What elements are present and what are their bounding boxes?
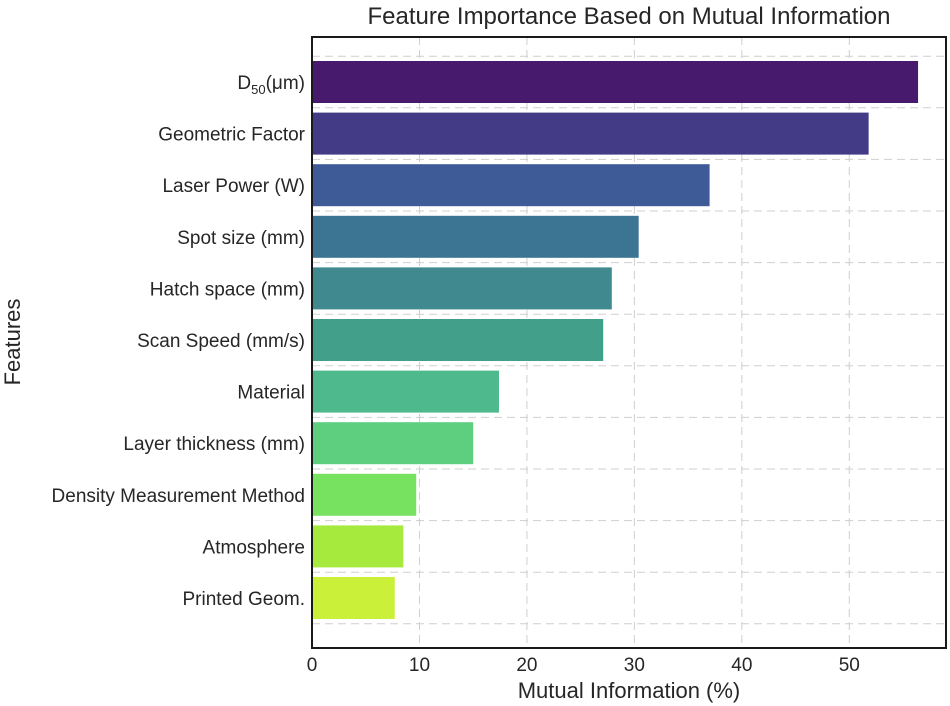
bar — [312, 61, 919, 103]
category-label: Atmosphere — [203, 537, 305, 558]
x-axis-title: Mutual Information (%) — [518, 678, 741, 703]
category-label: Printed Geom. — [183, 589, 306, 610]
bar — [312, 319, 604, 361]
y-category-labels: D50(μm) Geometric Factor Laser Power (W) Sp… — [52, 73, 306, 610]
category-label: D50(μm) — [237, 73, 305, 97]
chart-title: Feature Importance Based on Mutual Infor… — [368, 3, 891, 30]
x-tick-label: 20 — [516, 655, 537, 676]
bar — [312, 577, 395, 619]
plot-frame — [311, 36, 947, 649]
bars — [312, 61, 919, 619]
grid-lines — [311, 37, 946, 648]
category-label: Density Measurement Method — [52, 486, 305, 507]
category-label: Material — [237, 383, 305, 404]
bar — [312, 473, 417, 516]
x-tick-label: 10 — [409, 655, 430, 676]
bar — [312, 422, 474, 465]
bar — [312, 164, 710, 207]
bar — [312, 215, 639, 258]
bar — [312, 370, 499, 413]
category-label: Geometric Factor — [158, 125, 305, 146]
category-label: Layer thickness (mm) — [123, 434, 305, 455]
bar — [312, 267, 612, 310]
y-axis-title: Features — [0, 299, 25, 386]
bar — [312, 112, 869, 155]
bar — [312, 525, 404, 568]
x-tick-label: 30 — [624, 655, 645, 676]
category-label: Scan Speed (mm/s) — [137, 331, 305, 352]
x-tick-label: 40 — [731, 655, 752, 676]
category-label: Spot size (mm) — [177, 228, 305, 249]
x-tick-label: 50 — [839, 655, 860, 676]
x-tick-labels: 0 10 20 30 40 50 — [307, 655, 860, 676]
x-tick-label: 0 — [307, 655, 318, 676]
category-label: Laser Power (W) — [162, 176, 305, 197]
category-label: Hatch space (mm) — [150, 279, 305, 300]
